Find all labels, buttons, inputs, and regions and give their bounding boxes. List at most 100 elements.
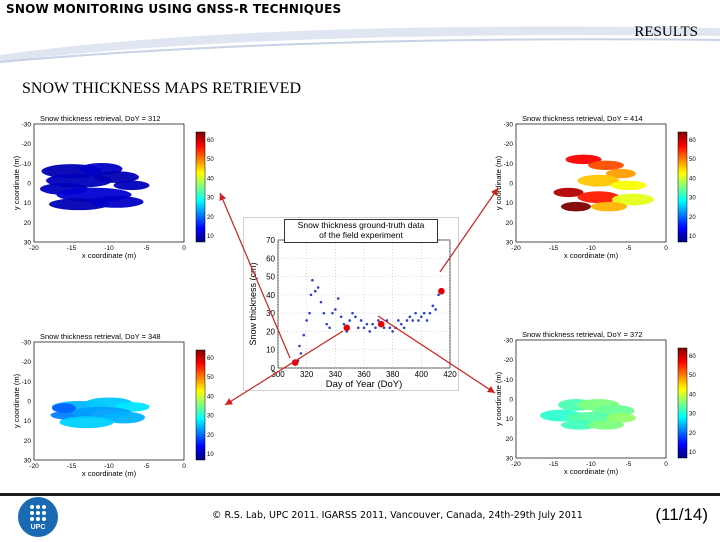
upc-logo: UPC — [18, 497, 58, 537]
colorbar-tick-label: 50 — [689, 373, 696, 379]
gt-x-tick-label: 380 — [386, 370, 400, 379]
y-axis-label: y coordinate (m) — [12, 373, 21, 428]
y-axis-label: y coordinate (m) — [494, 155, 503, 210]
x-tick-label: -5 — [144, 463, 150, 470]
gt-data-point — [354, 315, 357, 319]
x-tick-label: -20 — [29, 463, 39, 470]
gt-data-point — [316, 286, 320, 289]
snow-patch — [59, 416, 114, 429]
y-tick-label: -20 — [504, 141, 514, 148]
gt-data-point — [377, 319, 380, 322]
colorbar-tick-label: 40 — [207, 176, 214, 182]
gt-data-point — [322, 311, 326, 315]
y-tick-label: -20 — [22, 359, 32, 366]
y-tick-label: -30 — [504, 338, 514, 345]
ground-truth-title-line1: Snow thickness ground-truth data — [297, 220, 425, 230]
y-tick-label: 30 — [506, 456, 514, 463]
header-band — [0, 0, 720, 70]
x-tick-label: -20 — [511, 461, 521, 468]
snow-patch — [113, 180, 150, 191]
y-tick-label: 10 — [506, 416, 514, 423]
gt-data-point — [302, 333, 306, 337]
gt-x-axis-label: Day of Year (DoY) — [326, 379, 403, 390]
x-axis-label: x coordinate (m) — [82, 469, 137, 478]
gt-data-point — [374, 326, 377, 330]
snow-patch — [591, 201, 627, 212]
gt-y-tick-label: 0 — [271, 364, 276, 373]
colorbar — [195, 131, 206, 243]
gt-data-point — [356, 326, 360, 330]
gt-data-point — [311, 278, 314, 282]
colorbar-tick-label: 40 — [207, 394, 214, 400]
y-tick-label: -20 — [504, 357, 514, 364]
x-tick-label: 0 — [182, 245, 186, 252]
colorbar-tick-label: 40 — [689, 392, 696, 398]
snow-patch — [103, 411, 145, 424]
colorbar-tick-label: 20 — [207, 433, 214, 439]
gt-data-point — [391, 330, 394, 333]
logo-dots-icon — [30, 505, 46, 521]
colorbar-tick-label: 50 — [207, 375, 214, 381]
x-tick-label: -20 — [511, 245, 521, 252]
colorbar — [677, 347, 688, 459]
gt-y-tick-label: 20 — [266, 327, 275, 336]
x-axis-label: x coordinate (m) — [82, 251, 137, 260]
gt-data-point — [399, 322, 403, 326]
page-number: (11/14) — [655, 505, 708, 524]
retrieval-plot-doy-372: Snow thickness retrieval, DoY = 372 -30 -2… — [494, 328, 704, 483]
gt-data-point — [368, 330, 372, 333]
y-tick-label: 0 — [27, 399, 31, 406]
gt-data-point — [308, 311, 311, 315]
x-tick-label: -10 — [586, 245, 596, 252]
gt-selected-doy-marker — [438, 287, 445, 295]
x-tick-label: -15 — [549, 461, 559, 468]
snow-patch — [577, 174, 620, 187]
plot-axes — [515, 339, 667, 459]
gt-data-point — [414, 311, 417, 315]
gt-data-point — [425, 319, 429, 322]
x-tick-label: -5 — [144, 245, 150, 252]
snow-patch — [610, 180, 647, 191]
x-axis-label: x coordinate (m) — [564, 467, 619, 476]
snow-patch — [606, 413, 636, 423]
snow-patch — [565, 154, 602, 165]
gt-data-point — [411, 319, 415, 322]
colorbar-tick-label: 40 — [689, 176, 696, 182]
gt-data-point — [388, 326, 392, 330]
gt-data-point — [382, 326, 386, 330]
gt-data-point — [299, 352, 303, 355]
gt-data-point — [334, 308, 337, 311]
logo-label: UPC — [30, 524, 46, 531]
gt-data-point — [348, 319, 351, 322]
x-tick-label: -20 — [29, 245, 39, 252]
gt-y-tick-label: 30 — [266, 309, 275, 318]
gt-x-tick-label: 360 — [357, 370, 371, 379]
colorbar-tick-label: 10 — [207, 234, 214, 240]
gt-data-point — [437, 293, 440, 297]
plot-title: Snow thickness retrieval, DoY = 348 — [40, 332, 161, 341]
colorbar-tick-label: 10 — [207, 452, 214, 458]
gt-data-point — [422, 311, 426, 315]
y-tick-label: 0 — [509, 181, 513, 188]
plot-title: Snow thickness retrieval, DoY = 312 — [40, 114, 161, 123]
gt-data-point — [428, 311, 432, 315]
colorbar-tick-label: 50 — [689, 157, 696, 163]
gt-data-point — [359, 319, 363, 322]
x-tick-label: -5 — [626, 245, 632, 252]
snow-patch — [52, 403, 76, 413]
x-tick-label: -15 — [67, 463, 77, 470]
colorbar — [677, 131, 688, 243]
colorbar-tick-label: 20 — [207, 215, 214, 221]
y-tick-label: -30 — [22, 340, 32, 347]
colorbar-tick-label: 60 — [689, 138, 696, 144]
x-tick-label: 0 — [664, 245, 668, 252]
gt-data-point — [420, 315, 423, 319]
y-tick-label: -10 — [22, 161, 32, 168]
y-tick-label: 10 — [24, 418, 32, 425]
y-tick-label: 20 — [506, 436, 514, 443]
colorbar-tick-label: 50 — [207, 157, 214, 163]
retrieval-plot-doy-414: Snow thickness retrieval, DoY = 414 -30 -2… — [494, 112, 704, 267]
colorbar-tick-label: 30 — [689, 196, 696, 202]
x-tick-label: -10 — [104, 245, 114, 252]
gt-selected-doy-marker — [291, 359, 299, 366]
